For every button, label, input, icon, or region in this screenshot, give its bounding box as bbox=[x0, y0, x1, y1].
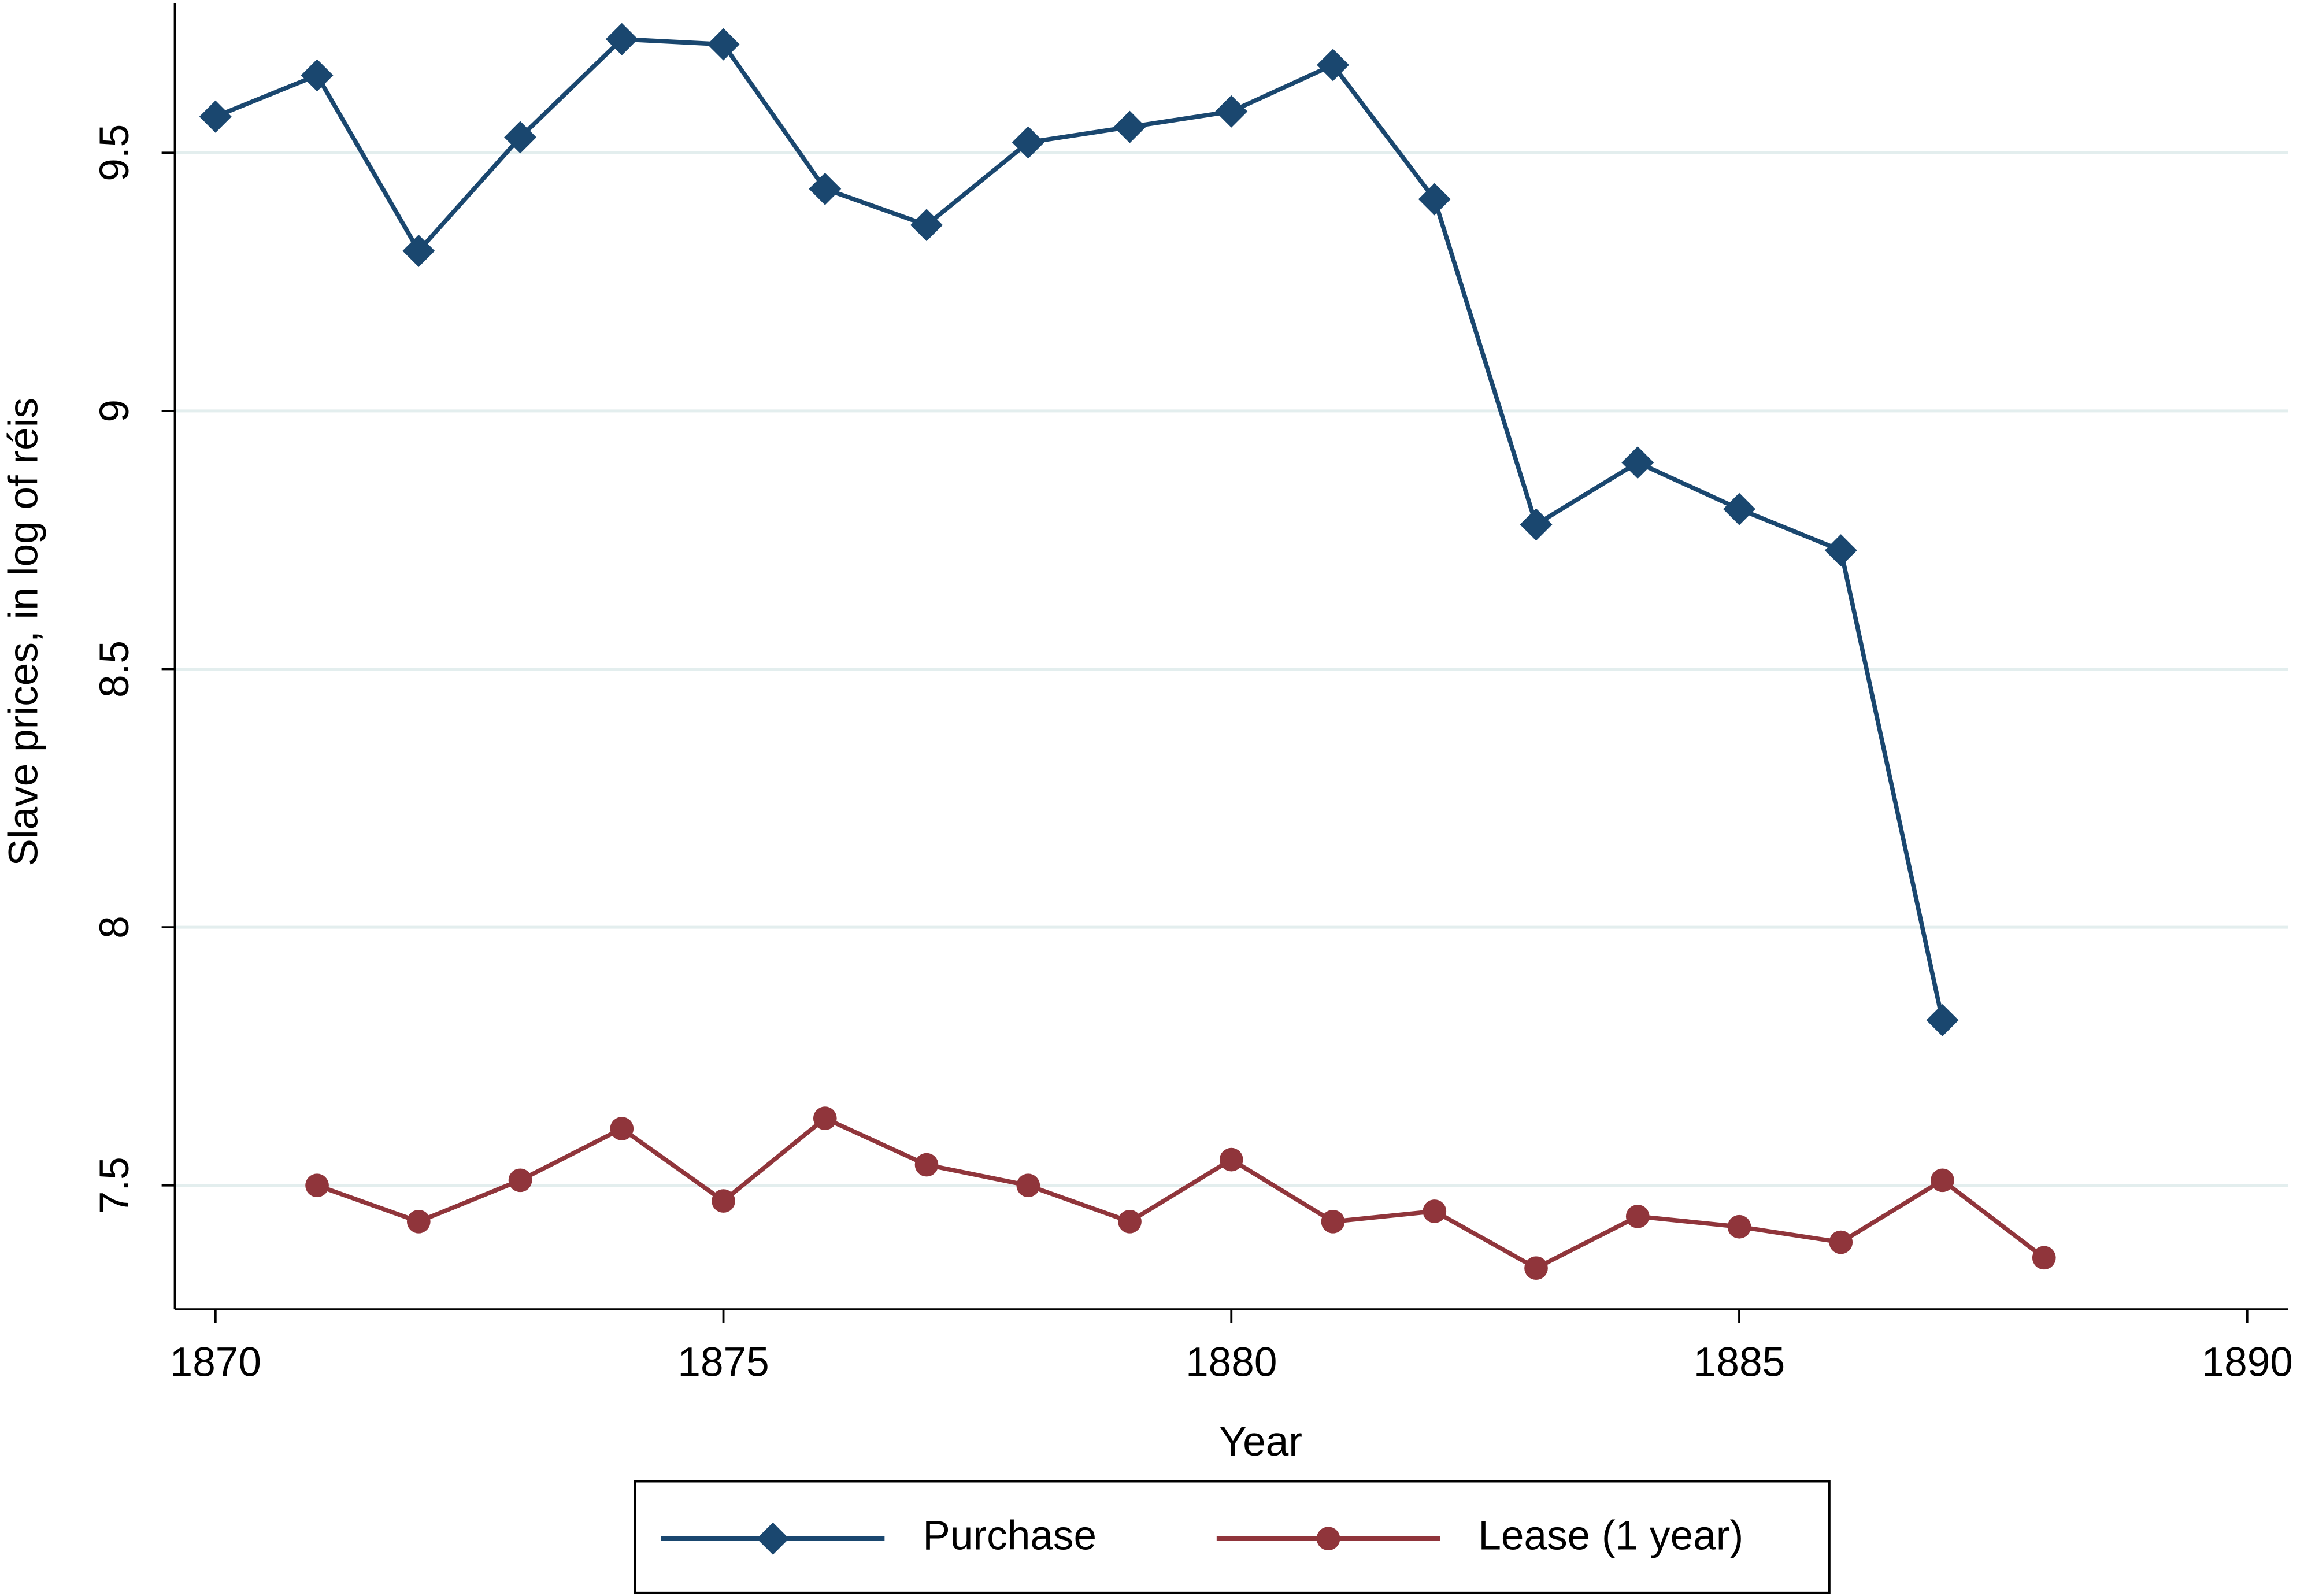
legend-label: Purchase bbox=[923, 1513, 1097, 1559]
circle-marker bbox=[305, 1173, 329, 1198]
x-tick-label: 1875 bbox=[677, 1340, 769, 1386]
circle-marker bbox=[712, 1189, 735, 1213]
x-tick-label: 1885 bbox=[1694, 1340, 1785, 1386]
diamond-marker bbox=[707, 28, 740, 61]
diamond-marker bbox=[1824, 534, 1857, 567]
diamond-marker bbox=[504, 121, 537, 154]
circle-marker bbox=[1316, 1527, 1340, 1551]
circle-marker bbox=[406, 1209, 431, 1234]
circle-marker bbox=[1829, 1230, 1853, 1254]
y-tick-label: 9 bbox=[92, 399, 138, 423]
y-tick-label: 8.5 bbox=[92, 640, 138, 698]
circle-marker bbox=[508, 1168, 532, 1193]
diamond-marker bbox=[1113, 110, 1146, 143]
legend-label: Lease (1 year) bbox=[1478, 1513, 1743, 1559]
diamond-marker bbox=[605, 23, 638, 55]
y-tick-label: 9.5 bbox=[92, 124, 138, 182]
diamond-marker bbox=[1317, 49, 1349, 82]
series-line bbox=[214, 36, 1945, 1021]
x-axis-title: Year bbox=[1219, 1419, 1302, 1465]
circle-marker bbox=[610, 1117, 634, 1140]
circle-marker bbox=[1118, 1209, 1142, 1234]
y-axis-title: Slave prices, in log of réis bbox=[1, 398, 47, 866]
x-tick-label: 1880 bbox=[1186, 1340, 1277, 1386]
diamond-marker bbox=[199, 100, 232, 133]
circle-marker bbox=[1727, 1214, 1751, 1239]
circle-marker bbox=[1016, 1173, 1040, 1198]
circle-marker bbox=[1625, 1205, 1650, 1228]
circle-marker bbox=[1524, 1256, 1548, 1280]
y-tick-label: 8 bbox=[92, 916, 138, 939]
diamond-marker bbox=[301, 59, 334, 92]
x-tick-label: 1870 bbox=[170, 1340, 261, 1386]
circle-marker bbox=[813, 1106, 837, 1130]
diamond-marker bbox=[1621, 446, 1654, 479]
y-tick-label: 7.5 bbox=[92, 1157, 138, 1214]
diamond-marker bbox=[1215, 95, 1248, 128]
x-tick-label: 1890 bbox=[2202, 1340, 2293, 1386]
diamond-marker bbox=[1520, 508, 1553, 541]
circle-marker bbox=[1321, 1209, 1345, 1234]
diamond-marker bbox=[402, 235, 435, 267]
circle-marker bbox=[1219, 1147, 1243, 1172]
circle-marker bbox=[1931, 1168, 1954, 1193]
circle-marker bbox=[1423, 1199, 1447, 1223]
diamond-marker bbox=[809, 172, 842, 205]
circle-marker bbox=[914, 1153, 939, 1177]
circle-marker bbox=[2032, 1246, 2056, 1270]
diamond-marker bbox=[1723, 492, 1755, 525]
series-line bbox=[316, 1116, 2046, 1271]
